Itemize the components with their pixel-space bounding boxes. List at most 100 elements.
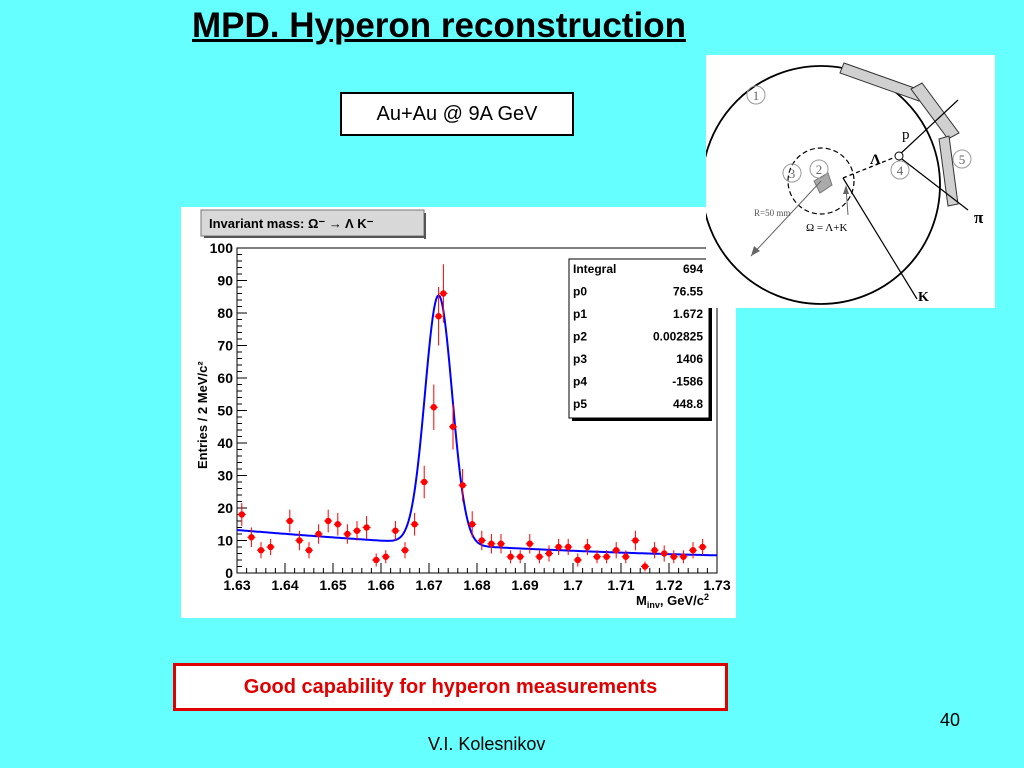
stats-name: p5	[573, 397, 587, 411]
region-1-label: 1	[753, 88, 760, 103]
data-marker	[392, 527, 399, 534]
pion-label: π	[974, 208, 984, 227]
kaon-track	[842, 177, 918, 300]
x-tick-label: 1.66	[367, 577, 394, 593]
data-marker	[555, 543, 562, 551]
x-tick-label: 1.68	[463, 577, 490, 593]
data-marker	[565, 543, 572, 551]
data-point	[353, 521, 361, 541]
data-marker	[574, 556, 581, 564]
chart-title: Invariant mass: Ω⁻ → Λ K⁻	[209, 216, 374, 231]
data-points	[237, 264, 707, 572]
stats-name: p0	[573, 285, 587, 299]
stats-entries: Integral 694 p0 76.55 p1 1.672 p2 0.002825 p3 140…	[573, 262, 703, 411]
y-tick-label: 40	[217, 435, 233, 451]
slide-title: MPD. Hyperon reconstruction	[192, 6, 686, 45]
x-tick-label: 1.65	[319, 577, 346, 593]
data-marker	[238, 511, 245, 518]
y-tick-label: 70	[217, 338, 233, 354]
data-point	[573, 553, 582, 567]
region-2-label: 2	[816, 162, 823, 177]
y-tick-label: 50	[217, 403, 233, 419]
data-marker	[430, 404, 437, 411]
radius-arrow	[751, 246, 760, 256]
y-tick-label: 90	[217, 273, 233, 289]
stats-name: p3	[573, 352, 587, 366]
data-point	[434, 287, 443, 346]
chart-title-shadow-bottom	[204, 236, 426, 238]
data-point	[362, 516, 371, 539]
y-tick-label: 20	[217, 500, 233, 516]
y-tick-label: 100	[210, 240, 234, 256]
y-tick-label: 80	[217, 305, 233, 321]
region-2-marker	[809, 159, 829, 179]
x-axis-label-main: M	[636, 593, 647, 608]
detector-slab-top	[839, 62, 924, 102]
radius-label: R=50 mm	[754, 208, 790, 218]
data-marker	[435, 313, 442, 320]
data-point	[679, 550, 688, 564]
axis-ticks	[236, 247, 718, 574]
data-point	[429, 384, 438, 430]
y-tick-label: 60	[217, 370, 233, 386]
data-point	[266, 538, 275, 556]
data-point	[257, 542, 265, 559]
data-point	[285, 509, 294, 533]
data-marker	[411, 521, 418, 528]
data-point	[410, 512, 419, 536]
proton-track	[897, 99, 959, 157]
data-point	[583, 538, 592, 556]
data-marker	[353, 527, 361, 534]
y-tick-label: 10	[217, 533, 233, 549]
data-point	[631, 530, 640, 551]
y-tick-label: 0	[225, 565, 233, 581]
chart-title-box	[200, 209, 425, 237]
y-axis-label: Entries / 2 MeV/c²	[195, 361, 210, 469]
data-point	[621, 550, 630, 564]
x-axis-label: Minv, GeV/c2	[636, 592, 709, 610]
x-axis-label-sup: 2	[704, 592, 709, 602]
lambda-track	[842, 155, 899, 179]
data-point	[516, 550, 525, 564]
data-point	[468, 511, 477, 538]
data-point	[669, 550, 678, 564]
x-tick-label: 1.73	[703, 577, 730, 593]
data-marker	[382, 553, 389, 560]
x-tick-label: 1.63	[223, 577, 250, 593]
chart-svg: Invariant mass: Ω⁻ → Λ K⁻ Entries / 2 Me…	[195, 209, 731, 610]
data-marker	[401, 547, 409, 554]
data-marker	[334, 521, 341, 528]
data-point	[535, 550, 544, 564]
stats-value: 694	[683, 262, 703, 276]
data-point	[237, 503, 246, 526]
data-point	[564, 538, 573, 556]
stats-box-shadow	[709, 262, 712, 421]
x-axis-label-sub: inv	[647, 600, 660, 610]
data-point	[314, 524, 323, 544]
x-tick-label: 1.72	[655, 577, 682, 593]
data-point	[449, 404, 457, 450]
x-tick-labels: 1.63 1.64 1.65 1.66 1.67 1.68 1.69 1.7 1.71 1.72 1…	[223, 577, 730, 593]
stats-value: 448.8	[673, 397, 703, 411]
detector-slab-upper-right	[910, 82, 960, 140]
kaon-label: K	[918, 290, 929, 305]
data-marker	[526, 540, 533, 547]
data-point	[689, 542, 697, 559]
data-marker	[680, 553, 687, 560]
caption-text: Good capability for hyperon measurements	[243, 676, 658, 698]
x-axis-label-rest: , GeV/c	[660, 593, 704, 608]
data-marker	[344, 530, 351, 538]
region-3-marker	[782, 163, 802, 183]
x-tick-label: 1.69	[511, 577, 538, 593]
lambda-label: Λ	[870, 152, 881, 168]
author-footer: V.I. Kolesnikov	[428, 734, 546, 754]
data-marker	[363, 524, 370, 531]
data-point	[305, 542, 313, 559]
stats-box	[568, 258, 710, 419]
data-point	[439, 264, 448, 323]
data-marker	[296, 537, 303, 544]
data-marker	[267, 543, 274, 551]
data-point	[391, 521, 400, 541]
data-point	[333, 512, 342, 536]
data-marker	[325, 517, 332, 525]
